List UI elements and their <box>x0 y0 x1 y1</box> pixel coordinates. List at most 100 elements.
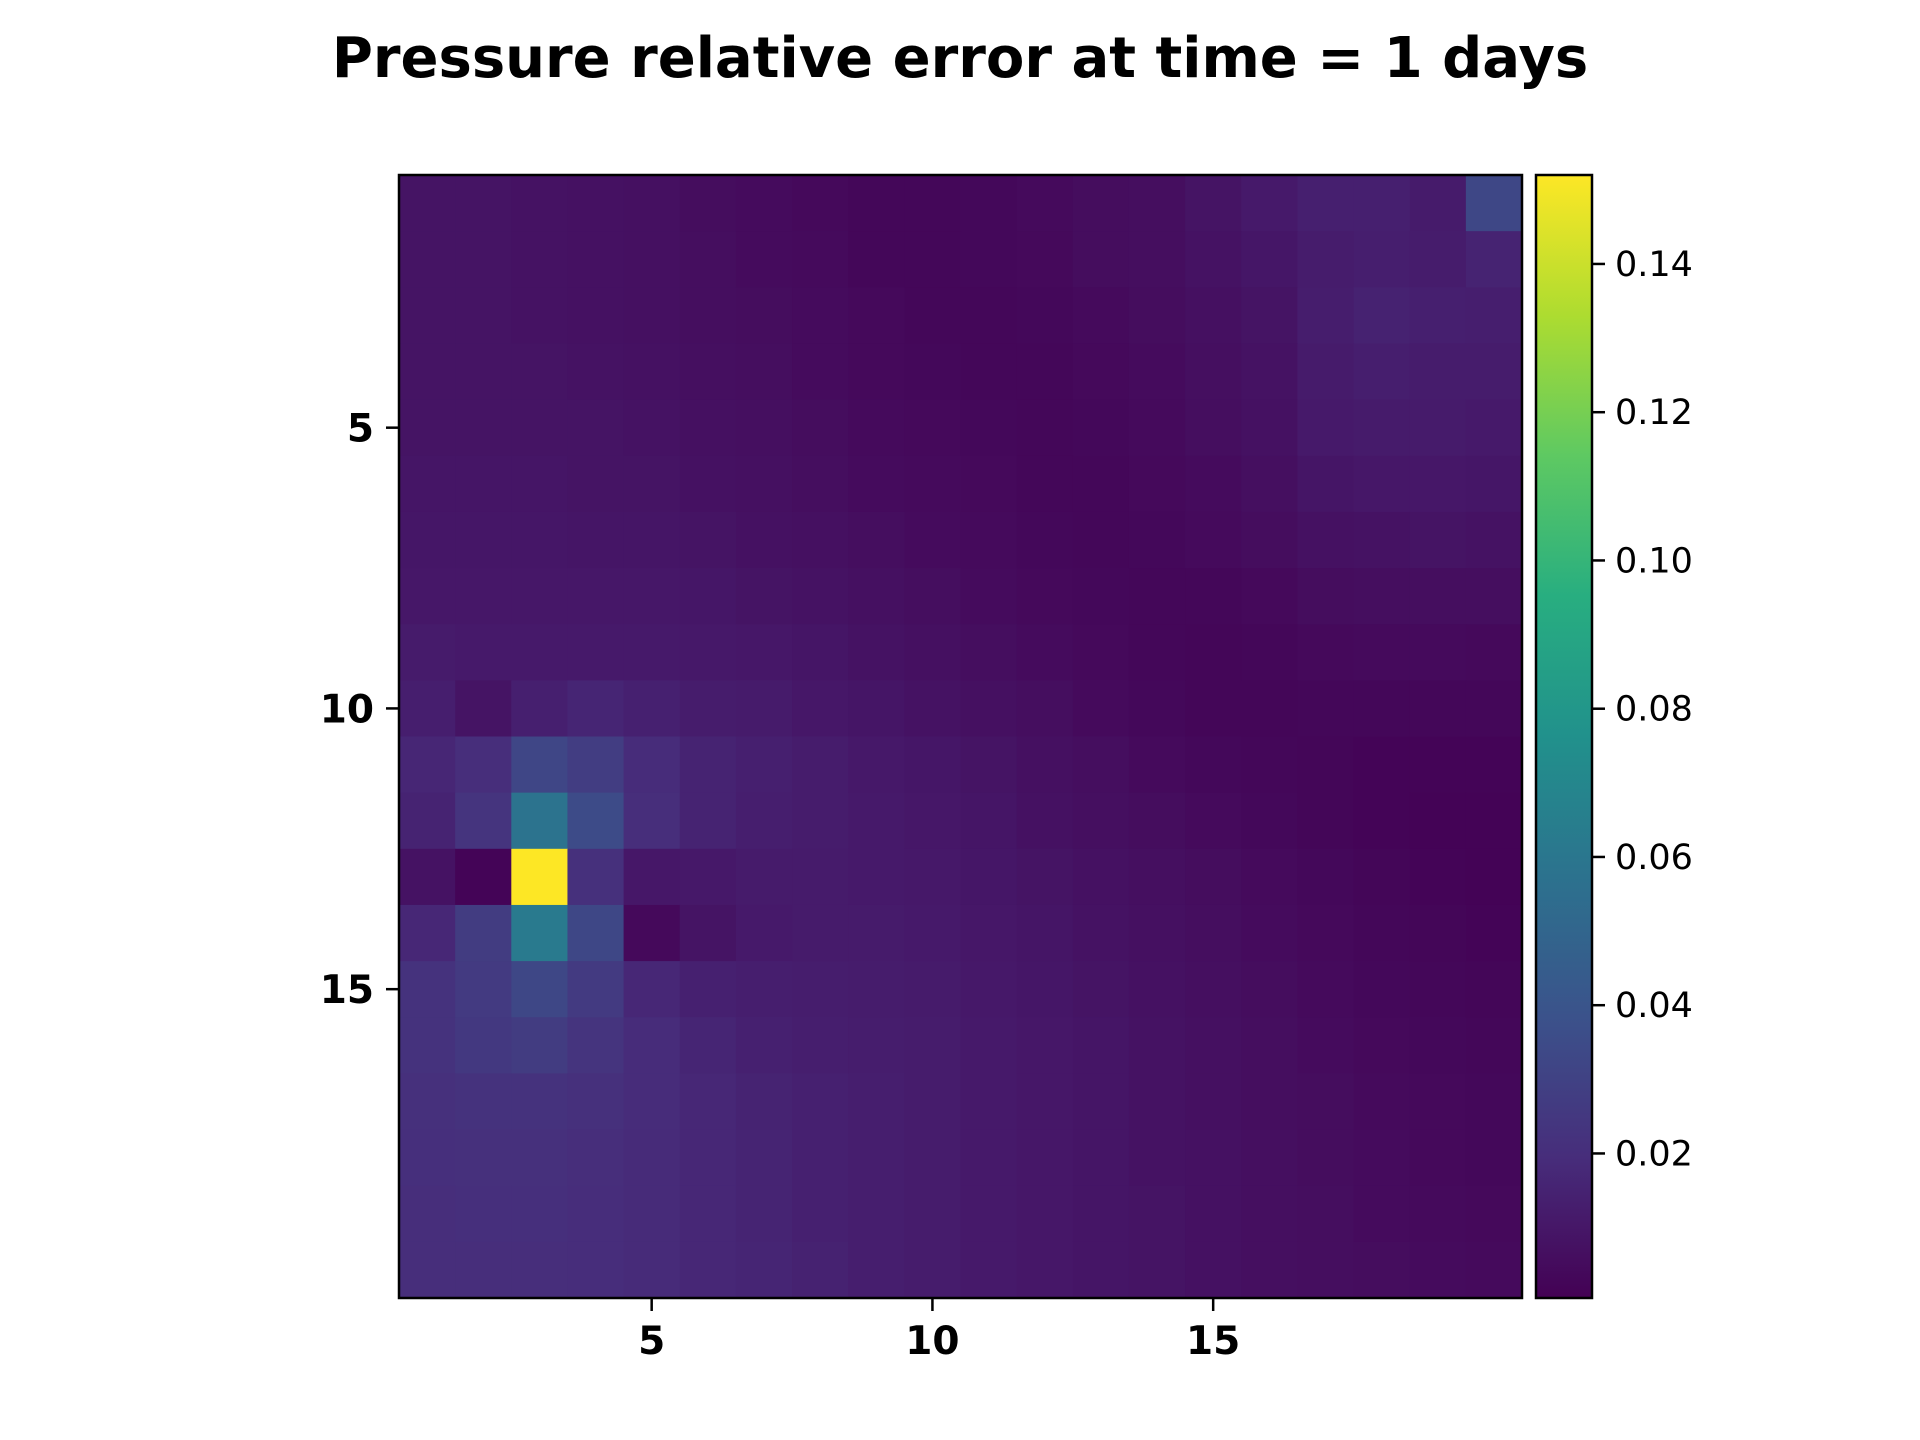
heatmap-cell <box>455 511 512 569</box>
heatmap-cell <box>792 175 849 232</box>
heatmap-cell <box>1128 175 1186 232</box>
heatmap-cell <box>623 904 681 962</box>
heatmap-cell <box>1072 1185 1130 1243</box>
heatmap-cell <box>904 1073 962 1131</box>
heatmap-cell <box>1353 792 1411 850</box>
heatmap-cell <box>1297 399 1355 457</box>
heatmap-cell <box>511 1241 569 1299</box>
heatmap-cell <box>679 1017 737 1074</box>
heatmap-cell <box>1128 1129 1186 1187</box>
heatmap-cell <box>1297 231 1355 288</box>
heatmap-cell <box>960 1129 1018 1187</box>
heatmap-cell <box>511 1073 569 1131</box>
heatmap-cell <box>623 1017 681 1074</box>
heatmap-cell <box>567 961 625 1018</box>
heatmap-cell <box>1353 455 1411 513</box>
heatmap-cell <box>511 961 569 1018</box>
heatmap-cell <box>511 904 569 962</box>
x-tick-label: 10 <box>905 1319 959 1364</box>
heatmap-cell <box>623 624 681 681</box>
heatmap-cell <box>1409 1129 1467 1187</box>
heatmap-cell <box>1072 343 1130 401</box>
heatmap-cell <box>1297 568 1355 625</box>
heatmap-cell <box>511 736 569 794</box>
heatmap-cell <box>623 1241 681 1299</box>
heatmap-cell <box>1353 1241 1411 1299</box>
heatmap-cell <box>1128 680 1186 738</box>
heatmap-cell <box>1072 175 1130 232</box>
heatmap-cell <box>735 343 793 401</box>
heatmap-cell <box>848 1017 905 1074</box>
heatmap-cell <box>1128 399 1186 457</box>
heatmap-cell <box>399 1241 456 1299</box>
colorbar-tick-label: 0.10 <box>1615 541 1693 581</box>
heatmap-cell <box>455 287 512 345</box>
heatmap-cell <box>511 1185 569 1243</box>
heatmap-cell <box>511 792 569 850</box>
heatmap-cell <box>1353 231 1411 288</box>
heatmap-cell <box>1409 343 1467 401</box>
heatmap-cell <box>960 792 1018 850</box>
heatmap-cell <box>399 624 456 681</box>
heatmap-cell <box>792 399 849 457</box>
heatmap-cell <box>1297 287 1355 345</box>
heatmap-cell <box>960 175 1018 232</box>
heatmap-cell <box>1465 1185 1523 1243</box>
heatmap-cell <box>1072 399 1130 457</box>
heatmap-cell <box>792 904 849 962</box>
heatmap-cell <box>1353 287 1411 345</box>
heatmap-cell <box>567 1129 625 1187</box>
heatmap-cell <box>735 568 793 625</box>
heatmap-cell <box>735 231 793 288</box>
heatmap-cell <box>623 287 681 345</box>
colorbar-tick-label: 0.14 <box>1615 245 1693 285</box>
heatmap-cell <box>511 399 569 457</box>
y-axis-ticks: 5 10 15 <box>320 407 399 1013</box>
heatmap-cells <box>399 175 1523 1299</box>
heatmap-cell <box>960 1017 1018 1074</box>
heatmap-cell <box>960 343 1018 401</box>
heatmap-cell <box>848 1185 905 1243</box>
heatmap-cell <box>1409 680 1467 738</box>
heatmap-cell <box>1128 1017 1186 1074</box>
heatmap-cell <box>1016 1017 1074 1074</box>
heatmap-cell <box>1016 511 1074 569</box>
heatmap-cell <box>399 287 456 345</box>
heatmap-cell <box>1185 961 1242 1018</box>
heatmap-cell <box>792 343 849 401</box>
heatmap-cell <box>511 287 569 345</box>
heatmap-cell <box>623 455 681 513</box>
heatmap-cell <box>1465 399 1523 457</box>
heatmap-cell <box>1241 287 1298 345</box>
heatmap-cell <box>1353 568 1411 625</box>
heatmap-cell <box>735 1017 793 1074</box>
heatmap-cell <box>1409 511 1467 569</box>
heatmap-cell <box>1297 1017 1355 1074</box>
heatmap-cell <box>1128 624 1186 681</box>
heatmap-cell <box>735 792 793 850</box>
heatmap-cell <box>1409 848 1467 906</box>
heatmap-cell <box>848 961 905 1018</box>
heatmap-cell <box>1241 1017 1298 1074</box>
heatmap-cell <box>960 680 1018 738</box>
heatmap-cell <box>1465 624 1523 681</box>
colorbar <box>1536 175 1592 1298</box>
heatmap-cell <box>679 1241 737 1299</box>
heatmap-cell <box>511 568 569 625</box>
heatmap-cell <box>1465 680 1523 738</box>
heatmap-cell <box>792 680 849 738</box>
heatmap-cell <box>960 624 1018 681</box>
heatmap-cell <box>679 624 737 681</box>
heatmap-cell <box>848 736 905 794</box>
y-tick-label: 15 <box>320 968 374 1013</box>
heatmap-cell <box>1016 175 1074 232</box>
heatmap-cell <box>679 287 737 345</box>
heatmap-cell <box>904 1017 962 1074</box>
heatmap-cell <box>1185 1185 1242 1243</box>
heatmap-cell <box>1185 287 1242 345</box>
heatmap-cell <box>735 399 793 457</box>
heatmap-cell <box>1297 904 1355 962</box>
heatmap-cell <box>455 1129 512 1187</box>
heatmap-cell <box>399 231 456 288</box>
heatmap-cell <box>1241 343 1298 401</box>
